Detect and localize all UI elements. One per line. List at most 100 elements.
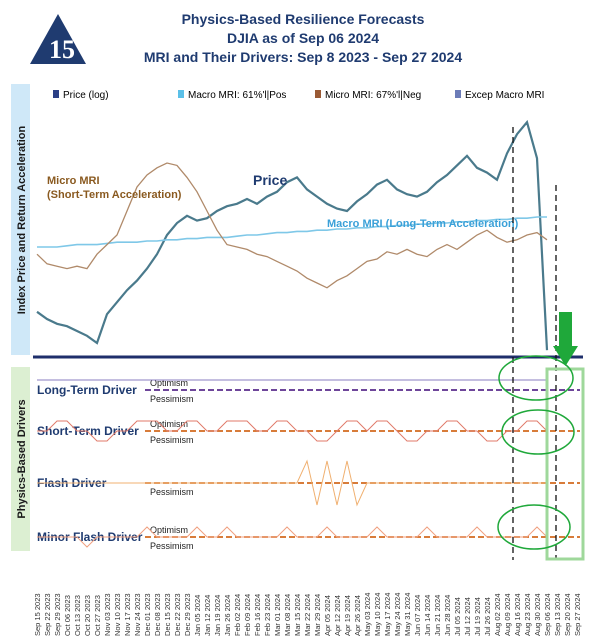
legend-label-macro: Macro MRI: 61%'l|Pos bbox=[188, 90, 286, 101]
x-tick-label: Sep 06 2024 bbox=[543, 593, 552, 636]
x-tick-label: May 17 2024 bbox=[383, 593, 392, 636]
micro-annotation-line-1: Micro MRI bbox=[47, 175, 100, 187]
x-tick-label: Nov 24 2023 bbox=[133, 593, 142, 636]
x-tick-label: Oct 06 2023 bbox=[63, 595, 72, 636]
x-tick-label: Mar 22 2024 bbox=[303, 594, 312, 636]
price-line bbox=[36, 119, 549, 351]
title-line-3: MRI and Their Drivers: Sep 8 2023 - Sep … bbox=[144, 49, 462, 65]
legend-swatch-excep bbox=[455, 90, 461, 98]
x-tick-label: Nov 10 2023 bbox=[113, 593, 122, 636]
x-axis-ticks: Sep 15 2023 Sep 22 2023 Sep 29 2023 Oct 06 … bbox=[33, 593, 582, 636]
highlight-ellipse-minor-flash bbox=[497, 504, 571, 550]
legend-swatch-macro bbox=[178, 90, 184, 98]
x-tick-label: May 31 2024 bbox=[403, 593, 412, 636]
legend-swatch-micro bbox=[315, 90, 321, 98]
x-tick-label: May 03 2024 bbox=[363, 593, 372, 636]
driver-optimism-label: Optimism bbox=[150, 378, 188, 388]
macro-mri-line bbox=[37, 216, 547, 248]
driver-optimism-label: Optimism bbox=[150, 525, 188, 535]
driver-rows: Long-Term Driver OptimismPessimismShort-T… bbox=[37, 378, 580, 551]
title-line-1: Physics-Based Resilience Forecasts bbox=[182, 11, 425, 27]
highlight-ellipse-short-term bbox=[501, 409, 575, 455]
driver-signal-line bbox=[37, 420, 548, 442]
x-tick-label: Feb 09 2024 bbox=[243, 594, 252, 636]
x-tick-label: Feb 02 2024 bbox=[233, 594, 242, 636]
down-arrow-icon bbox=[553, 312, 578, 366]
logo: 15 bbox=[30, 14, 86, 64]
x-tick-label: Jan 12 2024 bbox=[203, 595, 212, 636]
micro-mri-line bbox=[36, 162, 548, 289]
x-tick-label: Dec 29 2023 bbox=[183, 593, 192, 636]
x-tick-label: Dec 08 2023 bbox=[153, 593, 162, 636]
driver-pessimism-label: Pessimism bbox=[150, 487, 194, 497]
x-tick-label: Sep 29 2023 bbox=[53, 593, 62, 636]
x-tick-label: Apr 05 2024 bbox=[323, 595, 332, 636]
driver-name: Minor Flash Driver bbox=[37, 530, 143, 544]
legend-label-price: Price (log) bbox=[63, 90, 109, 101]
x-tick-label: Jun 14 2024 bbox=[423, 595, 432, 636]
x-tick-label: Nov 17 2023 bbox=[123, 593, 132, 636]
x-tick-label: Aug 30 2024 bbox=[533, 593, 542, 636]
x-tick-label: Jun 21 2024 bbox=[433, 595, 442, 636]
upper-plot bbox=[36, 119, 549, 351]
title-line-2: DJIA as of Sep 06 2024 bbox=[227, 30, 379, 46]
x-tick-label: Dec 15 2023 bbox=[163, 593, 172, 636]
x-tick-label: Mar 15 2024 bbox=[293, 594, 302, 636]
x-tick-label: Aug 23 2024 bbox=[523, 593, 532, 636]
driver-optimism-label: Optimism bbox=[150, 419, 188, 429]
x-tick-label: May 10 2024 bbox=[373, 593, 382, 636]
x-tick-label: Jan 26 2024 bbox=[223, 595, 232, 636]
x-tick-label: Oct 20 2023 bbox=[83, 595, 92, 636]
legend: Price (log) Macro MRI: 61%'l|Pos Micro M… bbox=[53, 90, 544, 101]
x-tick-label: Apr 26 2024 bbox=[353, 595, 362, 636]
x-tick-label: Apr 19 2024 bbox=[343, 595, 352, 636]
lower-axis-label: Physics-Based Drivers bbox=[16, 399, 28, 518]
driver-row-minor-flash: Minor Flash Driver Optimism Pessimism bbox=[37, 525, 580, 551]
x-tick-label: Dec 22 2023 bbox=[173, 593, 182, 636]
driver-pessimism-label: Pessimism bbox=[150, 435, 194, 445]
x-tick-label: Sep 15 2023 bbox=[33, 593, 42, 636]
price-annotation: Price bbox=[253, 172, 287, 188]
x-tick-label: Sep 13 2024 bbox=[553, 593, 562, 636]
x-tick-label: Mar 01 2024 bbox=[273, 594, 282, 636]
driver-signal-line bbox=[37, 459, 547, 507]
upper-axis-label: Index Price and Return Acceleration bbox=[16, 125, 28, 314]
micro-annotation-line-2: (Short-Term Acceleration) bbox=[47, 189, 182, 201]
x-tick-label: Mar 29 2024 bbox=[313, 594, 322, 636]
x-tick-label: Jul 05 2024 bbox=[453, 597, 462, 636]
x-tick-label: Feb 23 2024 bbox=[263, 594, 272, 636]
x-tick-label: Aug 09 2024 bbox=[503, 593, 512, 636]
x-tick-label: Mar 08 2024 bbox=[283, 594, 292, 636]
highlight-ellipse-long-term bbox=[498, 355, 574, 401]
x-tick-label: May 24 2024 bbox=[393, 593, 402, 636]
x-tick-label: Jul 12 2024 bbox=[463, 597, 472, 636]
x-tick-label: Sep 22 2023 bbox=[43, 593, 52, 636]
lower-axis-panel bbox=[11, 367, 30, 551]
x-tick-label: Jan 19 2024 bbox=[213, 595, 222, 636]
x-tick-label: Jan 05 2024 bbox=[193, 595, 202, 636]
logo-triangle bbox=[30, 14, 86, 64]
macro-annotation: Macro MRI (Long-Term Acceleration) bbox=[327, 218, 519, 230]
x-tick-label: Aug 02 2024 bbox=[493, 593, 502, 636]
legend-swatch-price bbox=[53, 90, 59, 98]
x-tick-label: Jun 07 2024 bbox=[413, 595, 422, 636]
driver-pessimism-label: Pessimism bbox=[150, 541, 194, 551]
x-tick-label: Sep 27 2024 bbox=[573, 593, 582, 636]
x-tick-label: Jul 19 2024 bbox=[473, 597, 482, 636]
x-tick-label: Feb 16 2024 bbox=[253, 594, 262, 636]
x-tick-label: Jul 26 2024 bbox=[483, 597, 492, 636]
driver-name: Long-Term Driver bbox=[37, 383, 137, 397]
x-tick-label: Jun 28 2024 bbox=[443, 595, 452, 636]
driver-signal-line bbox=[37, 526, 548, 548]
x-tick-label: Nov 03 2023 bbox=[103, 593, 112, 636]
x-tick-label: Aug 16 2024 bbox=[513, 593, 522, 636]
x-tick-label: Oct 13 2023 bbox=[73, 595, 82, 636]
x-tick-label: Sep 20 2024 bbox=[563, 593, 572, 636]
legend-label-excep: Excep Macro MRI bbox=[465, 90, 544, 101]
x-tick-label: Apr 12 2024 bbox=[333, 595, 342, 636]
forecast-highlight-box bbox=[545, 367, 585, 561]
x-tick-label: Oct 27 2023 bbox=[93, 595, 102, 636]
